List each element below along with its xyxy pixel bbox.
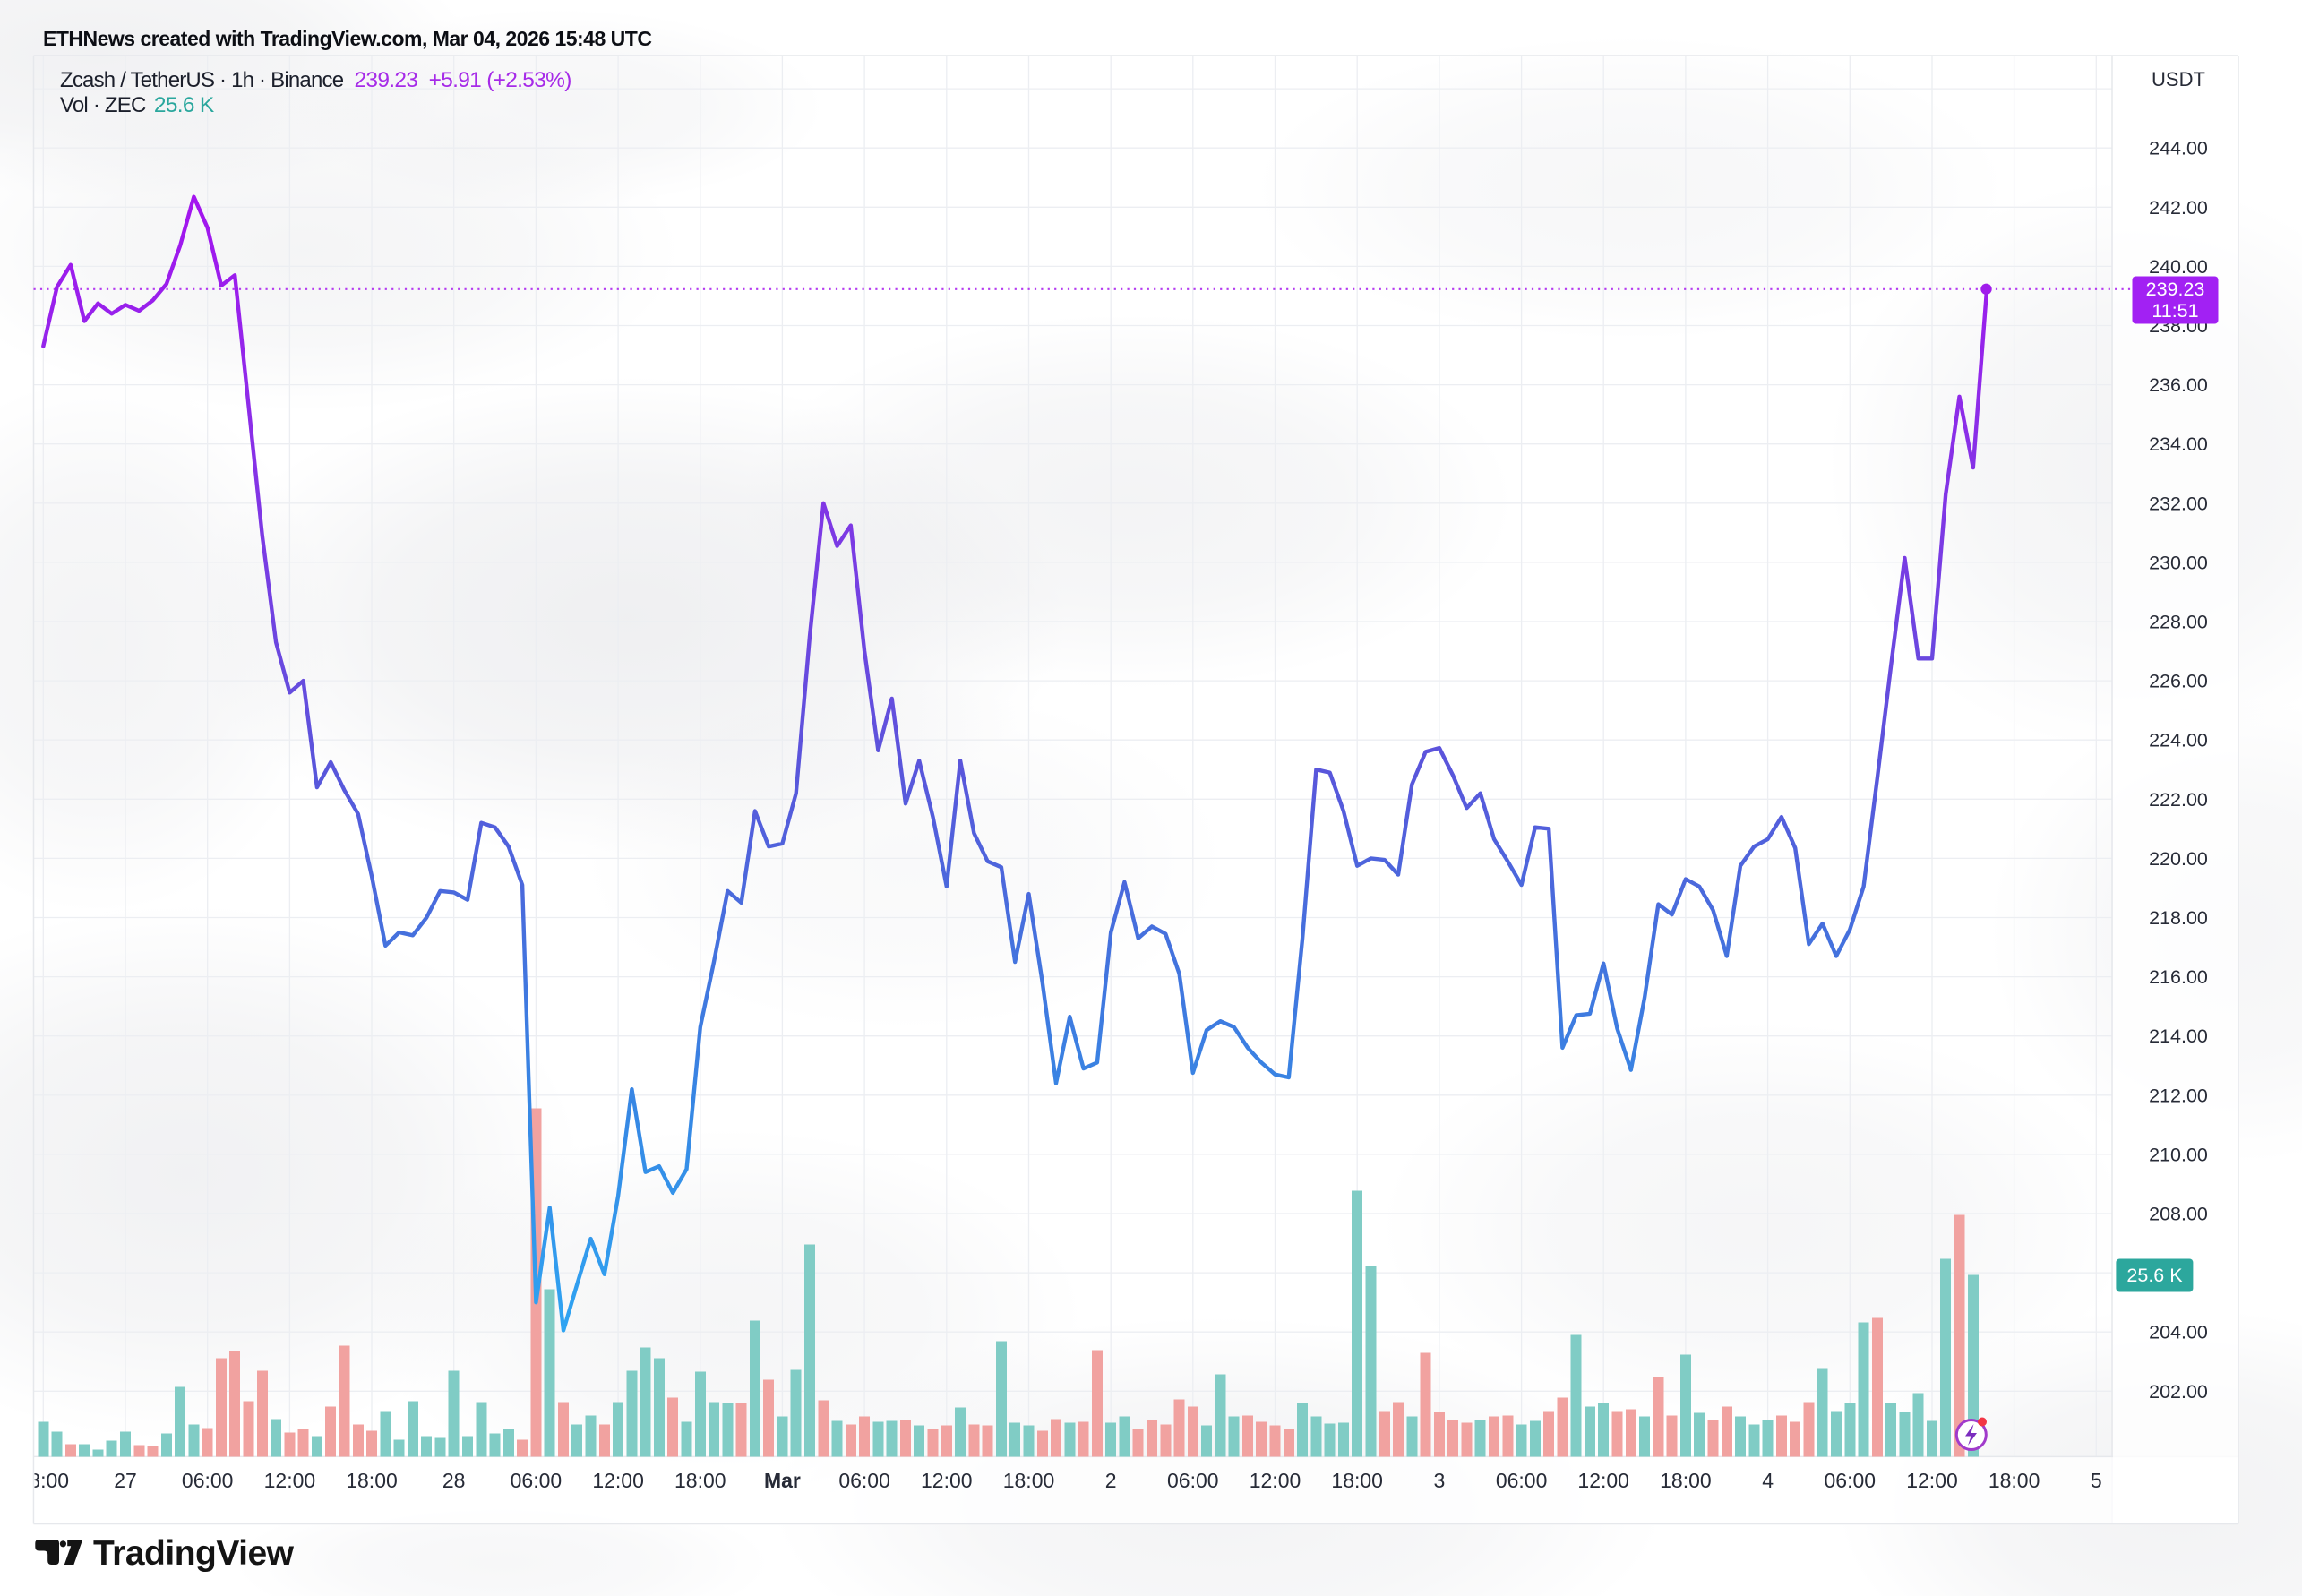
svg-text:TradingView: TradingView [93,1534,295,1573]
svg-text:230.00: 230.00 [2149,552,2208,573]
svg-text:Vol · ZEC: Vol · ZEC [60,93,146,117]
svg-text:218.00: 218.00 [2149,907,2208,929]
svg-text:Mar: Mar [764,1469,801,1492]
svg-text:11:51: 11:51 [2152,300,2198,322]
svg-text:240.00: 240.00 [2149,256,2208,278]
svg-text:18:00: 18:00 [18,1469,70,1492]
svg-text:06:00: 06:00 [838,1469,890,1492]
svg-text:5: 5 [2091,1469,2102,1492]
svg-text:12:00: 12:00 [264,1469,316,1492]
svg-text:18:00: 18:00 [1331,1469,1383,1492]
svg-text:25.6 K: 25.6 K [2126,1265,2183,1286]
svg-text:220.00: 220.00 [2149,848,2208,870]
svg-text:210.00: 210.00 [2149,1144,2208,1165]
svg-text:27: 27 [114,1469,137,1492]
svg-text:244.00: 244.00 [2149,138,2208,159]
svg-text:18:00: 18:00 [1988,1469,2040,1492]
svg-text:Zcash / TetherUS · 1h · Binanc: Zcash / TetherUS · 1h · Binance [60,68,344,92]
svg-text:06:00: 06:00 [1167,1469,1219,1492]
svg-text:226.00: 226.00 [2149,671,2208,692]
svg-text:4: 4 [1762,1469,1774,1492]
svg-text:18:00: 18:00 [1660,1469,1712,1492]
svg-text:228.00: 228.00 [2149,612,2208,633]
svg-text:3: 3 [1434,1469,1446,1492]
svg-text:18:00: 18:00 [1003,1469,1055,1492]
svg-text:25.6 K: 25.6 K [154,93,215,117]
svg-text:12:00: 12:00 [1906,1469,1958,1492]
svg-text:12:00: 12:00 [1577,1469,1629,1492]
svg-text:212.00: 212.00 [2149,1085,2208,1106]
svg-text:224.00: 224.00 [2149,730,2208,751]
svg-text:202.00: 202.00 [2149,1381,2208,1403]
svg-text:239.23: 239.23 [355,68,418,92]
svg-text:06:00: 06:00 [182,1469,234,1492]
svg-text:216.00: 216.00 [2149,966,2208,988]
svg-text:208.00: 208.00 [2149,1204,2208,1225]
svg-text:ETHNews created with TradingVi: ETHNews created with TradingView.com, Ma… [43,27,651,50]
svg-text:242.00: 242.00 [2149,197,2208,219]
svg-text:204.00: 204.00 [2149,1322,2208,1343]
svg-text:239.23: 239.23 [2146,279,2205,300]
svg-text:232.00: 232.00 [2149,493,2208,514]
svg-text:236.00: 236.00 [2149,374,2208,396]
svg-text:06:00: 06:00 [1825,1469,1877,1492]
svg-text:18:00: 18:00 [346,1469,398,1492]
svg-text:222.00: 222.00 [2149,789,2208,811]
svg-text:214.00: 214.00 [2149,1025,2208,1047]
svg-text:12:00: 12:00 [921,1469,973,1492]
svg-text:06:00: 06:00 [511,1469,563,1492]
svg-text:28: 28 [442,1469,466,1492]
svg-text:06:00: 06:00 [1496,1469,1548,1492]
svg-text:234.00: 234.00 [2149,433,2208,455]
svg-text:12:00: 12:00 [592,1469,644,1492]
svg-text:+5.91 (+2.53%): +5.91 (+2.53%) [429,68,571,92]
svg-text:2: 2 [1105,1469,1117,1492]
svg-text:12:00: 12:00 [1250,1469,1301,1492]
svg-text:18:00: 18:00 [674,1469,726,1492]
svg-text:USDT: USDT [2152,68,2205,90]
